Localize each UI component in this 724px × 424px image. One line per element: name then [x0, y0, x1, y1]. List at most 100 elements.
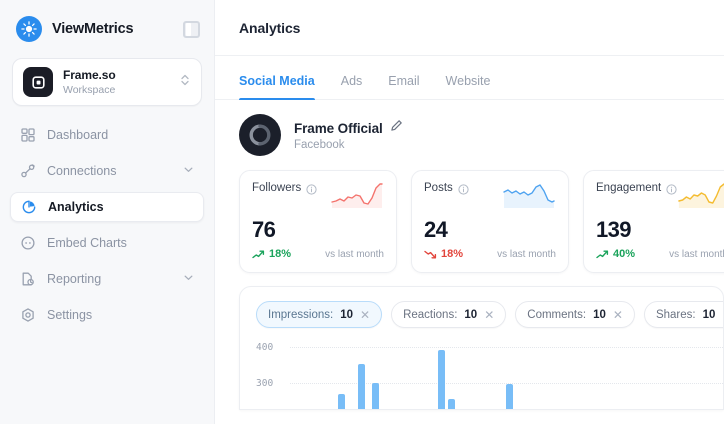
pencil-icon[interactable]: [390, 119, 403, 137]
metric-card-posts[interactable]: Posts 24: [411, 170, 569, 273]
square-in-square-icon: [23, 67, 53, 97]
chevron-updown-icon[interactable]: [179, 72, 191, 93]
metric-delta-value: 18%: [441, 248, 464, 260]
close-icon[interactable]: ✕: [722, 309, 723, 321]
filter-chip-shares[interactable]: Shares: 10 ✕: [643, 301, 723, 328]
workspace-subtitle: Workspace: [63, 83, 116, 96]
metric-card-followers[interactable]: Followers 76: [239, 170, 397, 273]
filter-chip-comments[interactable]: Comments: 10 ✕: [515, 301, 635, 328]
trend-up-icon: [596, 250, 609, 258]
metric-card-top: Engagement: [596, 182, 724, 208]
embed-code-icon: [20, 235, 36, 251]
close-icon[interactable]: ✕: [612, 307, 623, 322]
chevron-down-icon[interactable]: [183, 272, 194, 286]
sidebar-item-label: Analytics: [48, 200, 104, 214]
bar-chart: 400 300: [256, 342, 723, 409]
metric-cards: Followers 76: [215, 156, 724, 273]
bar[interactable]: [372, 383, 379, 409]
close-icon[interactable]: ✕: [360, 307, 371, 322]
metric-comparison: vs last month: [497, 248, 556, 260]
bar[interactable]: [438, 350, 445, 409]
profile-name: Frame Official: [294, 120, 383, 136]
sparkline-posts: [503, 184, 555, 208]
gear-hex-icon: [20, 307, 36, 323]
tab-email[interactable]: Email: [388, 74, 419, 99]
chip-count: 10: [340, 308, 353, 321]
metric-delta: 18%: [252, 248, 291, 260]
chip-count: 10: [464, 308, 478, 321]
chip-count: 10: [593, 308, 606, 321]
sidebar-item-settings[interactable]: Settings: [10, 300, 204, 330]
sidebar-item-label: Reporting: [47, 272, 102, 286]
tab-bar: Social Media Ads Email Website: [215, 56, 724, 100]
sidebar-item-connections[interactable]: Connections: [10, 156, 204, 186]
sidebar-item-analytics[interactable]: Analytics: [10, 192, 204, 222]
sidebar-item-reporting[interactable]: Reporting: [10, 264, 204, 294]
info-icon[interactable]: [458, 182, 469, 200]
sidebar-item-dashboard[interactable]: Dashboard: [10, 120, 204, 150]
metric-card-engagement[interactable]: Engagement 139: [583, 170, 724, 273]
profile-name-row: Frame Official: [294, 119, 403, 137]
metric-value: 24: [424, 217, 448, 242]
page-title: Analytics: [239, 19, 301, 36]
sidebar-item-label: Settings: [47, 308, 93, 322]
bar-series: [290, 342, 723, 409]
chart-panel: Impressions: 10 ✕ Reactions: 10 ✕ Commen…: [239, 286, 724, 410]
brand-name: ViewMetrics: [52, 21, 134, 37]
close-icon[interactable]: ✕: [484, 307, 495, 322]
tab-label: Email: [388, 74, 420, 88]
filter-chip-impressions[interactable]: Impressions: 10 ✕: [256, 301, 383, 328]
filter-chip-reactions[interactable]: Reactions: 10 ✕: [391, 301, 507, 328]
metric-delta: 40%: [596, 248, 635, 260]
bar[interactable]: [338, 394, 345, 409]
grid-icon: [20, 127, 36, 143]
tab-label: Social Media: [239, 74, 315, 88]
metric-delta: 18%: [424, 248, 463, 260]
info-icon[interactable]: [666, 182, 677, 200]
tab-label: Website: [445, 74, 491, 88]
info-icon[interactable]: [306, 182, 317, 200]
sidebar: ViewMetrics Frame.so Workspace: [0, 0, 215, 424]
split-ring-icon: [239, 114, 281, 156]
filter-chips: Impressions: 10 ✕ Reactions: 10 ✕ Commen…: [256, 301, 723, 328]
sparkline-followers: [331, 183, 383, 208]
tab-label: Ads: [340, 74, 363, 88]
metric-delta-value: 40%: [613, 248, 636, 260]
connections-icon: [20, 163, 36, 179]
metric-delta-value: 18%: [269, 248, 292, 260]
workspace-text: Frame.so Workspace: [63, 68, 169, 97]
sidebar-item-embed-charts[interactable]: Embed Charts: [10, 228, 204, 258]
chip-label: Shares:: [655, 308, 696, 321]
sidebar-nav: Dashboard Connections: [0, 120, 214, 330]
metric-label: Followers: [252, 182, 302, 194]
gridline: [290, 347, 723, 348]
workspace-name: Frame.so: [63, 67, 116, 82]
bar[interactable]: [448, 399, 455, 409]
sidebar-collapse-icon[interactable]: [183, 20, 200, 38]
workspace-switcher[interactable]: Frame.so Workspace: [12, 58, 202, 106]
tab-website[interactable]: Website: [446, 74, 491, 99]
bar[interactable]: [358, 364, 365, 409]
metric-label: Engagement: [596, 182, 662, 194]
tab-ads[interactable]: Ads: [341, 74, 363, 99]
tab-social-media[interactable]: Social Media: [239, 74, 315, 100]
metric-value: 139: [596, 217, 632, 242]
content-header: Analytics: [215, 0, 724, 56]
metric-footer: 40% vs last month: [596, 248, 724, 260]
report-doc-icon: [20, 271, 36, 287]
chip-label: Impressions:: [268, 308, 334, 321]
profile-network: Facebook: [294, 139, 345, 151]
sidebar-header: ViewMetrics: [0, 0, 214, 54]
sidebar-item-label: Embed Charts: [47, 236, 127, 250]
metric-label: Posts: [424, 182, 453, 194]
chip-label: Reactions:: [403, 308, 458, 321]
chevron-down-icon[interactable]: [183, 164, 194, 178]
bar[interactable]: [506, 384, 513, 409]
pie-chart-icon: [21, 199, 37, 215]
main-content: Analytics Social Media Ads Email Website: [215, 0, 724, 424]
sidebar-item-label: Dashboard: [47, 128, 109, 142]
y-axis-tick: 300: [256, 378, 274, 389]
profile-header: Frame Official Facebook: [215, 100, 724, 156]
metric-card-top: Posts: [424, 182, 556, 208]
sparkline-engagement: [678, 183, 724, 208]
